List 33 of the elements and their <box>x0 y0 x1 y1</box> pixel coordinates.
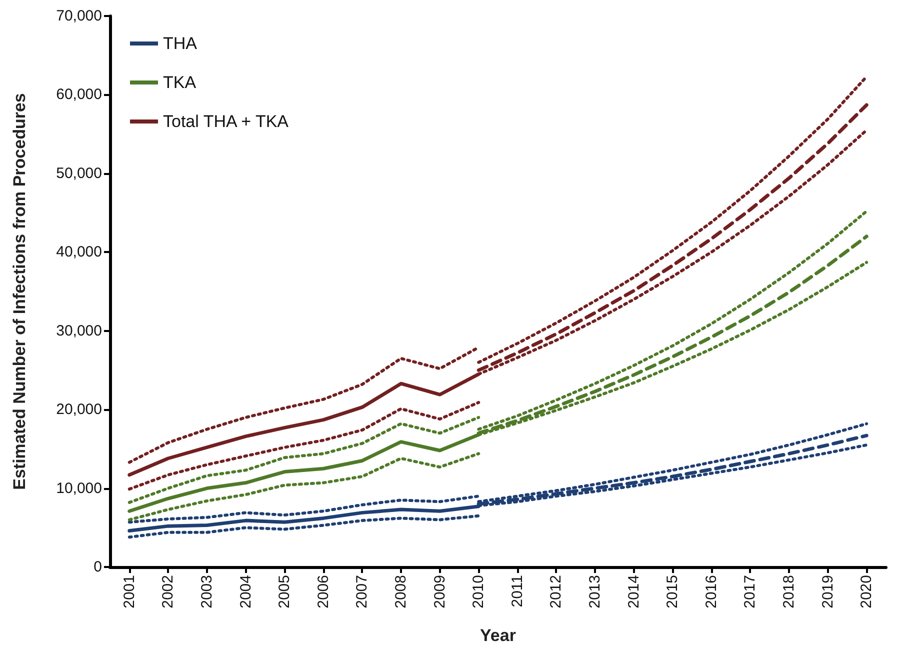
y-tick-label: 30,000 <box>56 322 102 340</box>
x-axis-title: Year <box>480 626 516 645</box>
y-tick-label: 20,000 <box>56 401 102 418</box>
x-tick-label: 2014 <box>625 575 642 608</box>
x-tick-label: 2016 <box>702 575 720 608</box>
x-tick-label: 2001 <box>120 575 138 608</box>
legend-label: Total THA + TKA <box>163 112 290 131</box>
x-tick-label: 2020 <box>858 575 876 608</box>
x-tick-label: 2012 <box>548 575 565 608</box>
y-tick-label: 0 <box>94 558 102 576</box>
x-tick-label: 2002 <box>160 575 177 608</box>
legend-label: TKA <box>163 73 197 92</box>
y-tick-label: 60,000 <box>56 86 102 104</box>
y-tick-label: 10,000 <box>56 480 102 497</box>
x-tick-label: 2017 <box>742 575 759 608</box>
x-tick-label: 2010 <box>470 575 488 608</box>
x-tick-label: 2005 <box>276 575 294 608</box>
x-tick-label: 2007 <box>354 575 371 608</box>
x-tick-label: 2013 <box>586 575 604 608</box>
x-tick-label: 2015 <box>664 575 682 608</box>
x-tick-label: 2006 <box>314 575 332 608</box>
x-tick-label: 2008 <box>392 575 410 608</box>
x-tick-label: 2018 <box>780 575 798 608</box>
x-tick-label: 2019 <box>819 575 836 608</box>
y-tick-label: 50,000 <box>56 164 102 182</box>
x-tick-label: 2009 <box>431 575 448 608</box>
y-axis-title: Estimated Number of Infections from Procedures <box>10 93 29 490</box>
x-tick-label: 2003 <box>198 575 216 608</box>
y-tick-label: 40,000 <box>56 244 102 261</box>
x-tick-label: 2011 <box>508 575 526 608</box>
legend-label: THA <box>163 34 198 53</box>
x-tick-label: 2004 <box>237 575 254 608</box>
y-tick-label: 70,000 <box>56 8 102 24</box>
